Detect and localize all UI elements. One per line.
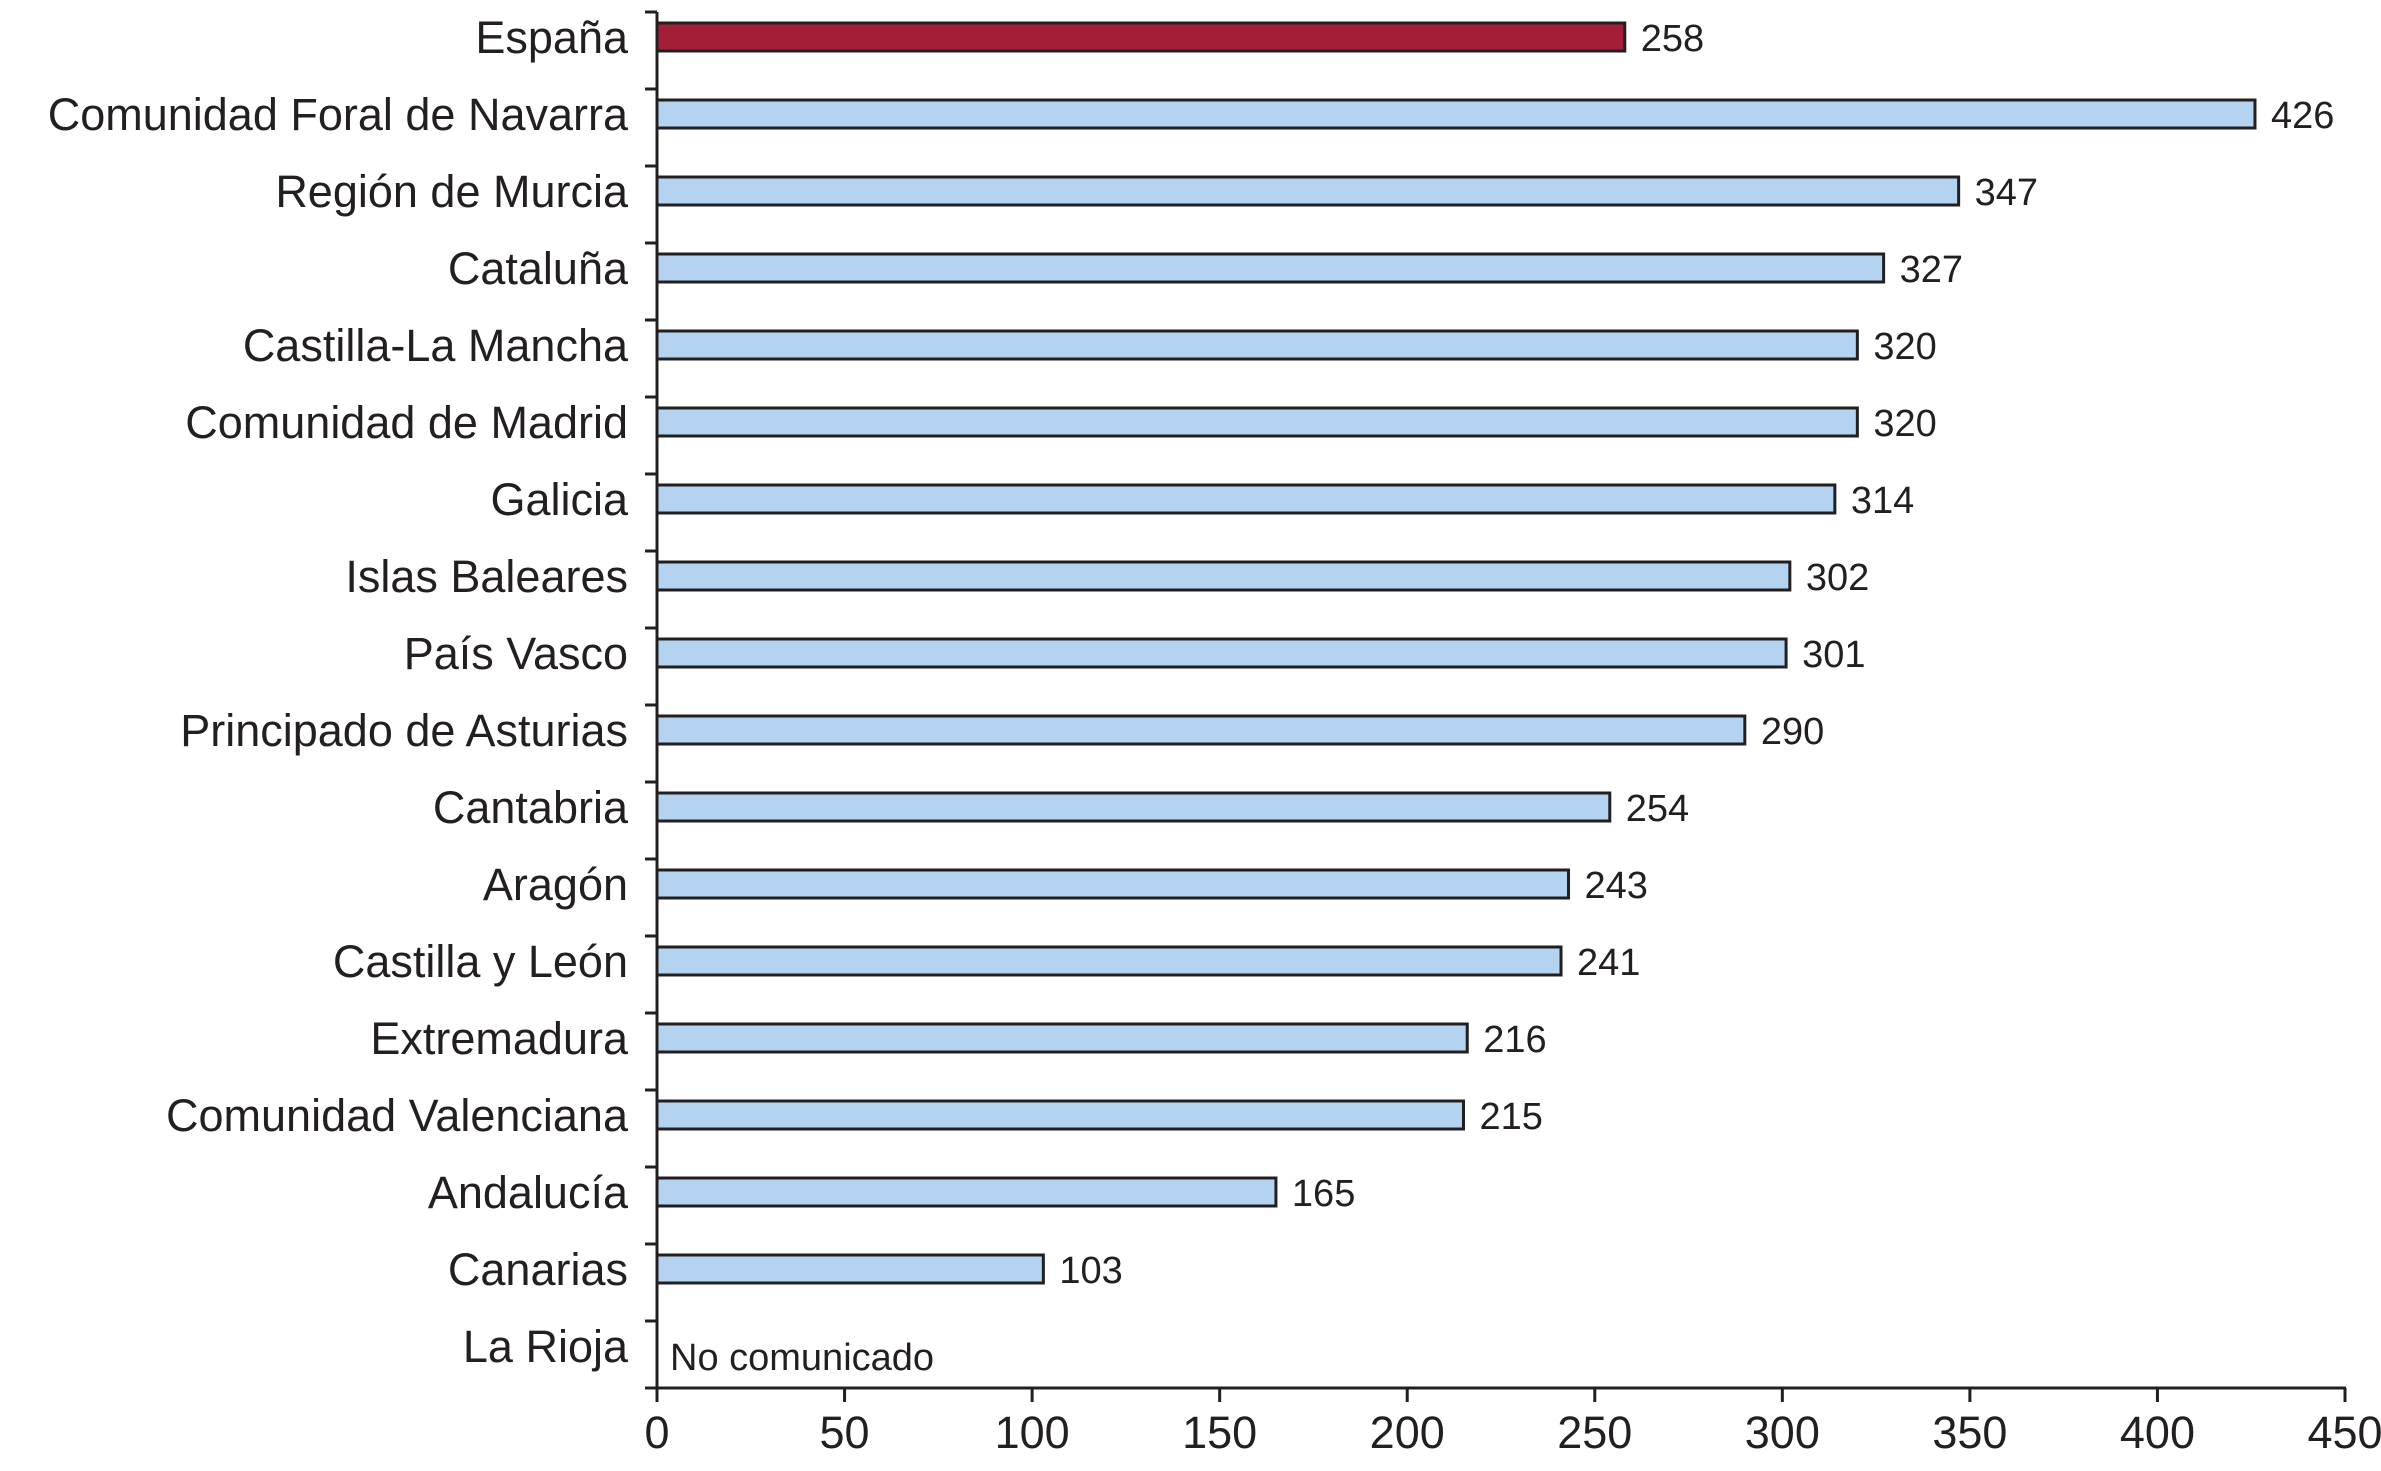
category-label: Aragón: [483, 859, 628, 910]
bar: [655, 1253, 1045, 1285]
bar: [655, 329, 1859, 361]
data-label: 320: [1873, 403, 1936, 445]
bar-highlight: [655, 21, 1627, 53]
x-tick-label: 0: [644, 1407, 669, 1458]
bar: [655, 98, 2257, 130]
bar: [655, 791, 1612, 823]
data-label: 301: [1802, 634, 1865, 676]
x-tick-label: 150: [1182, 1407, 1257, 1458]
bar: [655, 406, 1859, 438]
data-label: 314: [1851, 480, 1914, 522]
bar: [655, 1099, 1465, 1131]
data-label: 426: [2271, 95, 2334, 137]
category-label: Principado de Asturias: [180, 705, 628, 756]
bar: [655, 1022, 1469, 1054]
x-tick-label: 450: [2307, 1407, 2381, 1458]
data-label: 165: [1292, 1173, 1355, 1215]
category-label: Comunidad Foral de Navarra: [48, 89, 629, 140]
bar: [655, 1176, 1278, 1208]
bar: [655, 945, 1563, 977]
x-tick-label: 400: [2120, 1407, 2195, 1458]
category-label: España: [475, 12, 629, 63]
bar: [655, 637, 1788, 669]
category-label: Comunidad Valenciana: [166, 1090, 629, 1141]
category-label: Región de Murcia: [275, 166, 629, 217]
data-label: 241: [1577, 942, 1640, 984]
missing-data-note: No comunicado: [670, 1337, 934, 1379]
x-tick-label: 350: [1932, 1407, 2007, 1458]
category-label: Cataluña: [448, 243, 629, 294]
data-label: 103: [1059, 1250, 1122, 1292]
category-label: Castilla y León: [333, 936, 628, 987]
data-label: 216: [1483, 1019, 1546, 1061]
x-tick-label: 250: [1557, 1407, 1632, 1458]
category-label: Extremadura: [370, 1013, 629, 1064]
data-label: 290: [1761, 711, 1824, 753]
category-label: Castilla-La Mancha: [243, 320, 629, 371]
data-label: 243: [1585, 865, 1648, 907]
category-label: Canarias: [448, 1244, 628, 1295]
x-tick-label: 100: [995, 1407, 1070, 1458]
x-tick-label: 300: [1745, 1407, 1820, 1458]
x-tick-label: 50: [820, 1407, 870, 1458]
category-label: Galicia: [490, 474, 629, 525]
bar: [655, 714, 1747, 746]
data-label: 347: [1975, 172, 2038, 214]
bar: [655, 868, 1571, 900]
data-label: 254: [1626, 788, 1689, 830]
data-label: 258: [1641, 18, 1704, 60]
category-label: Andalucía: [428, 1167, 629, 1218]
x-tick-label: 200: [1370, 1407, 1445, 1458]
data-label: 302: [1806, 557, 1869, 599]
bar: [655, 175, 1961, 207]
data-label: 215: [1479, 1096, 1542, 1138]
category-label: Cantabria: [433, 782, 629, 833]
category-label: La Rioja: [463, 1321, 629, 1372]
category-label: País Vasco: [404, 628, 628, 679]
bar: [655, 560, 1792, 592]
category-label: Comunidad de Madrid: [185, 397, 628, 448]
data-label: 320: [1873, 326, 1936, 368]
data-label: 327: [1900, 249, 1963, 291]
category-label: Islas Baleares: [345, 551, 628, 602]
bar: [655, 252, 1886, 284]
bar: [655, 483, 1837, 515]
